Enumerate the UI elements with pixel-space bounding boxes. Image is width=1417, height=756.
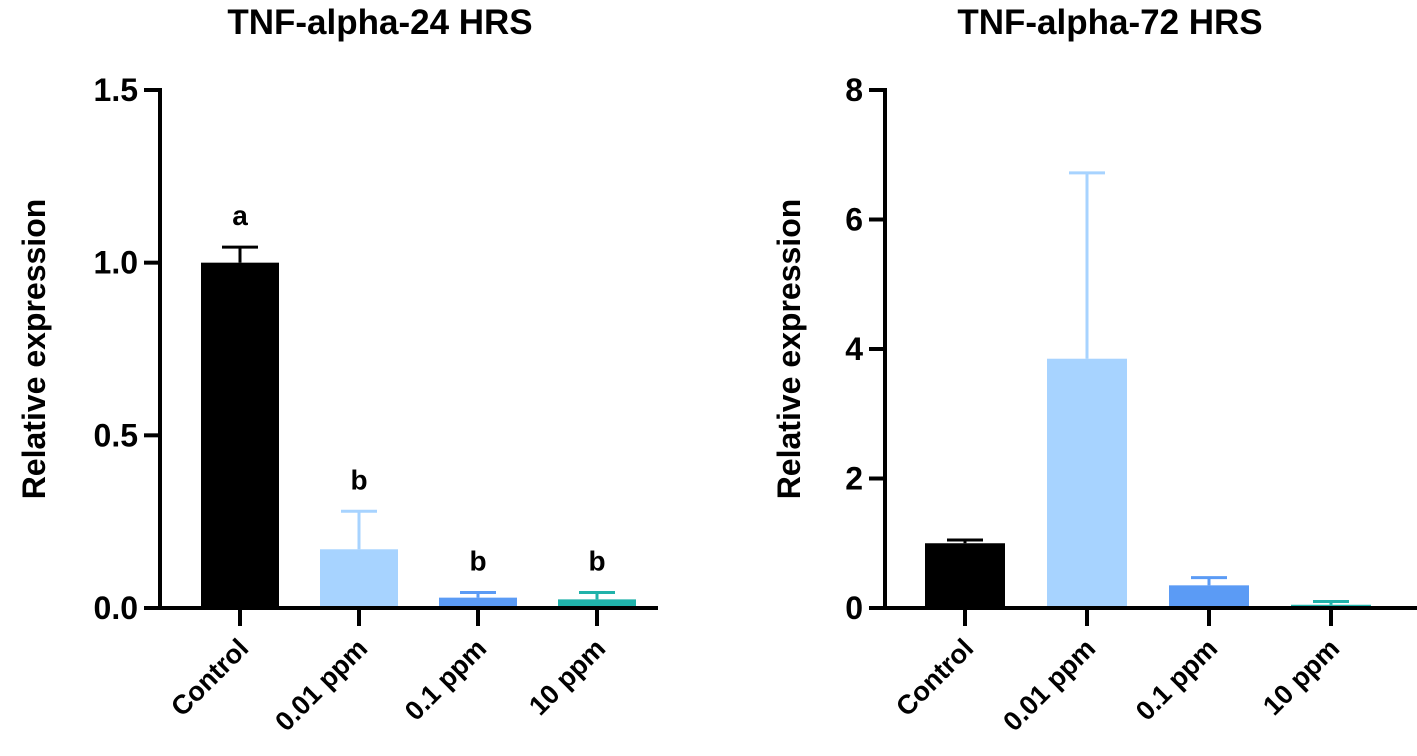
bar-3 <box>1169 585 1249 608</box>
bar-3 <box>439 597 517 608</box>
category-label-1: Control <box>165 633 254 722</box>
y-tick-label-4: 6 <box>845 202 863 238</box>
chart-panel-1: TNF-alpha-24 HRS Relative expression a b b b 0… <box>16 3 658 737</box>
y-tick-label-4: 1.5 <box>94 72 138 108</box>
category-label-4: 10 ppm <box>523 633 611 721</box>
bar-1 <box>925 543 1005 608</box>
category-label-3: 0.1 ppm <box>1130 633 1223 726</box>
significance-label-4: b <box>588 545 605 576</box>
significance-label-2: b <box>350 464 367 495</box>
y-tick-label-2: 2 <box>845 461 863 497</box>
bar-2 <box>320 549 398 608</box>
y-tick-label-1: 0 <box>845 590 863 626</box>
chart-title: TNF-alpha-24 HRS <box>227 3 532 42</box>
y-tick-label-2: 0.5 <box>94 417 138 453</box>
y-axis-label: Relative expression <box>771 199 807 500</box>
y-tick-label-1: 0.0 <box>94 590 138 626</box>
chart-title: TNF-alpha-72 HRS <box>957 3 1262 42</box>
chart-panel-2: TNF-alpha-72 HRS Relative expression 0 2 4 6 8… <box>771 3 1417 737</box>
category-label-4: 10 ppm <box>1257 633 1345 721</box>
category-label-2: 0.01 ppm <box>269 633 373 737</box>
y-tick-label-5: 8 <box>845 72 863 108</box>
significance-label-3: b <box>469 545 486 576</box>
bar-1 <box>201 262 279 608</box>
y-tick-label-3: 4 <box>845 331 863 367</box>
bar-4 <box>558 599 636 608</box>
category-label-2: 0.01 ppm <box>997 633 1101 737</box>
category-label-3: 0.1 ppm <box>399 633 492 726</box>
y-tick-label-3: 1.0 <box>94 245 138 281</box>
category-label-1: Control <box>890 633 979 722</box>
significance-label-1: a <box>232 200 248 231</box>
bar-2 <box>1047 358 1127 608</box>
y-axis-label: Relative expression <box>16 199 52 500</box>
